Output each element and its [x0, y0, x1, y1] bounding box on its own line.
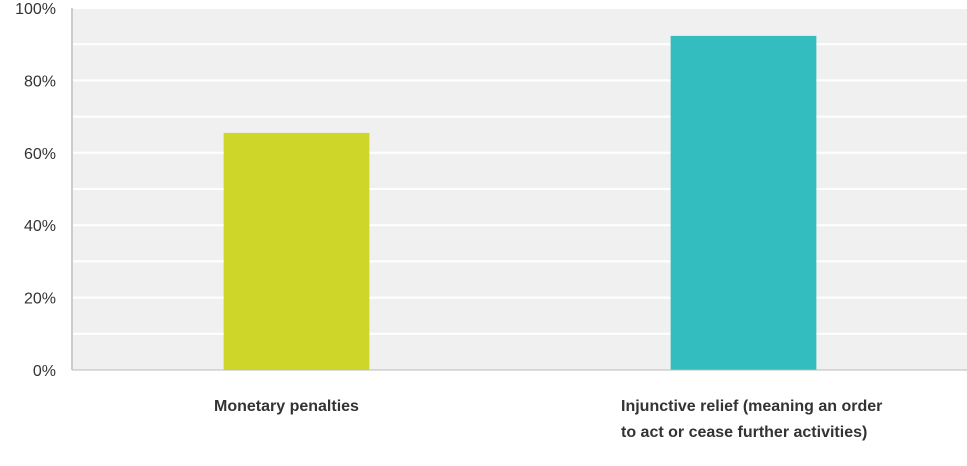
- bar-injunctive-relief[interactable]: [670, 35, 817, 371]
- gridlines: [73, 7, 967, 335]
- x-tick-label-monetary-penalties: Monetary penalties: [214, 398, 359, 415]
- bar-monetary-penalties[interactable]: [223, 132, 370, 370]
- x-tick-label-injunctive-relief: Injunctive relief (meaning an order to a…: [621, 398, 883, 441]
- y-axis-ticks: 0% 20% 40% 60% 80% 100%: [15, 1, 56, 380]
- y-tick-label: 20%: [24, 291, 56, 308]
- y-tick-label: 80%: [24, 73, 56, 90]
- y-tick-label: 100%: [15, 1, 56, 18]
- bars: [223, 35, 817, 371]
- y-tick-label: 60%: [24, 146, 56, 163]
- y-tick-label: 0%: [33, 363, 56, 380]
- y-tick-label: 40%: [24, 218, 56, 235]
